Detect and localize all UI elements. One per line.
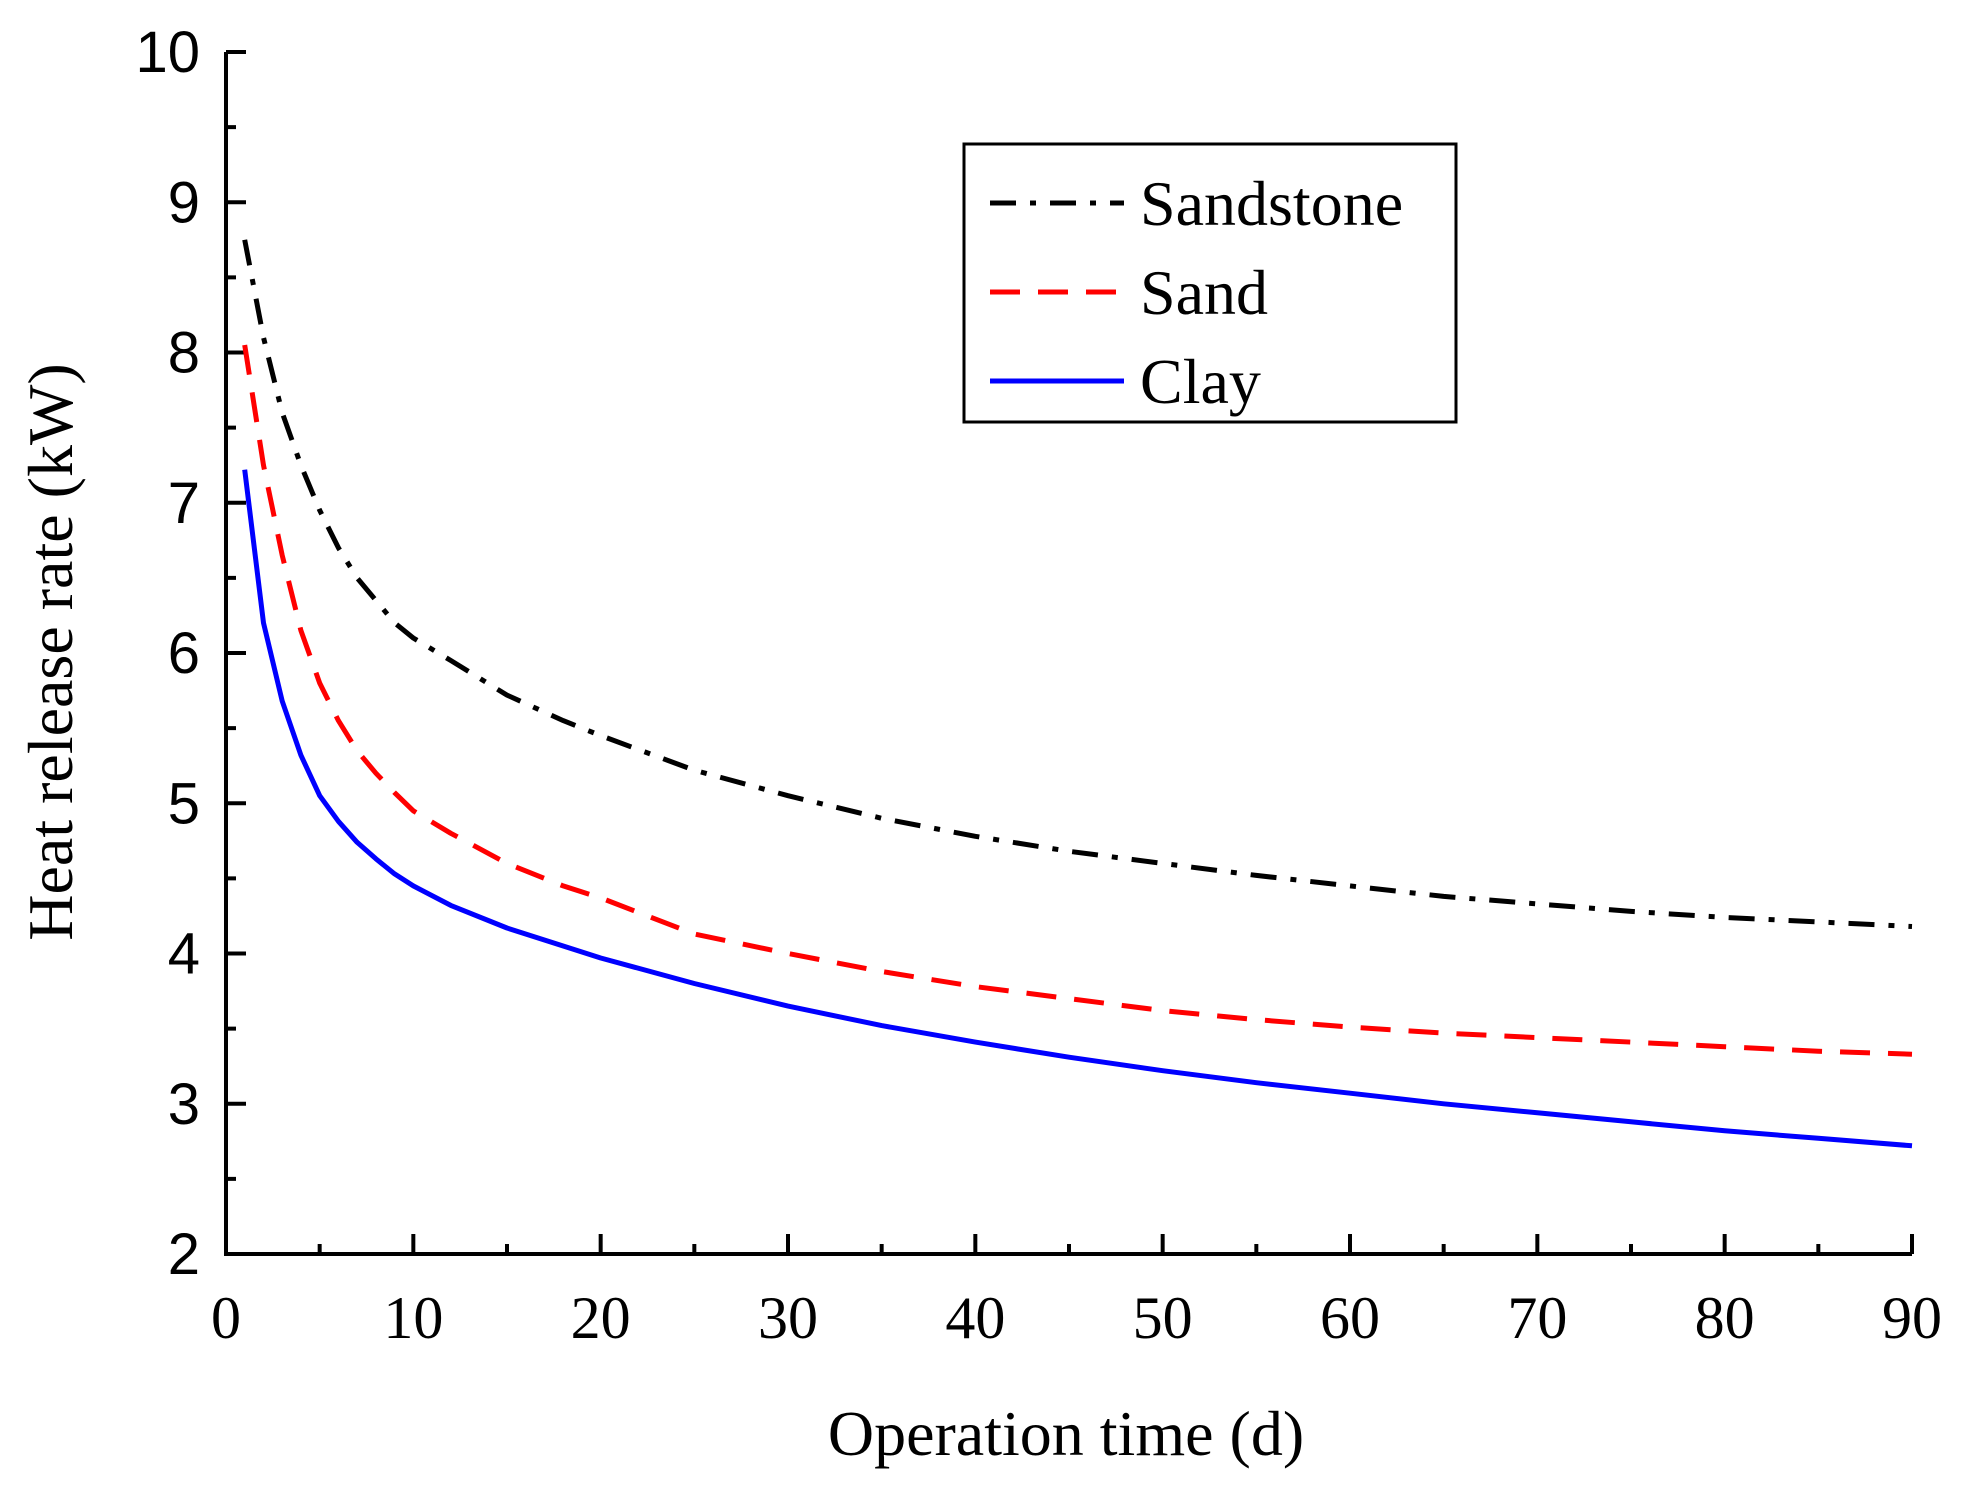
x-tick-label: 70: [1507, 1285, 1567, 1351]
x-tick-label: 30: [758, 1285, 818, 1351]
x-tick-label: 80: [1695, 1285, 1755, 1351]
x-axis-title: Operation time (d): [828, 1398, 1304, 1469]
y-tick-label: 2: [168, 1222, 200, 1287]
series-line-sandstone: [242, 239, 1913, 929]
x-tick-label: 40: [945, 1285, 1005, 1351]
y-tick-label: 10: [135, 20, 200, 85]
x-tick-label: 50: [1133, 1285, 1193, 1351]
x-tick-label: 60: [1320, 1285, 1380, 1351]
y-tick-label: 8: [168, 321, 200, 386]
legend-label-clay: Clay: [1140, 346, 1261, 417]
legend: Sandstone Sand Clay: [962, 142, 1458, 424]
legend-box: [962, 142, 1458, 424]
y-tick-label: 4: [168, 922, 200, 987]
y-tick-label: 5: [168, 771, 200, 836]
x-tick-label: 20: [571, 1285, 631, 1351]
y-tick-label: 6: [168, 621, 200, 686]
y-tick-label: 3: [168, 1072, 200, 1137]
series-line-sand: [242, 344, 1913, 1057]
x-tick-label: 0: [211, 1285, 241, 1351]
x-tick-label: 10: [383, 1285, 443, 1351]
series-line-clay: [242, 469, 1913, 1149]
y-axis-title: Heat release rate (kW): [15, 363, 86, 940]
legend-items: Sandstone Sand Clay: [990, 168, 1403, 417]
x-tick-label: 90: [1882, 1285, 1942, 1351]
series-layer: [242, 239, 1913, 1149]
labels-layer: 0 10 20 30 40 50 60 70 80 90 2 3 4 5 6 7 8 9 10: [135, 20, 1942, 1351]
axes-layer: [224, 52, 1912, 1256]
y-tick-label: 9: [168, 170, 200, 235]
legend-label-sandstone: Sandstone: [1140, 168, 1403, 239]
legend-label-sand: Sand: [1140, 257, 1268, 328]
y-tick-label: 7: [168, 471, 200, 536]
